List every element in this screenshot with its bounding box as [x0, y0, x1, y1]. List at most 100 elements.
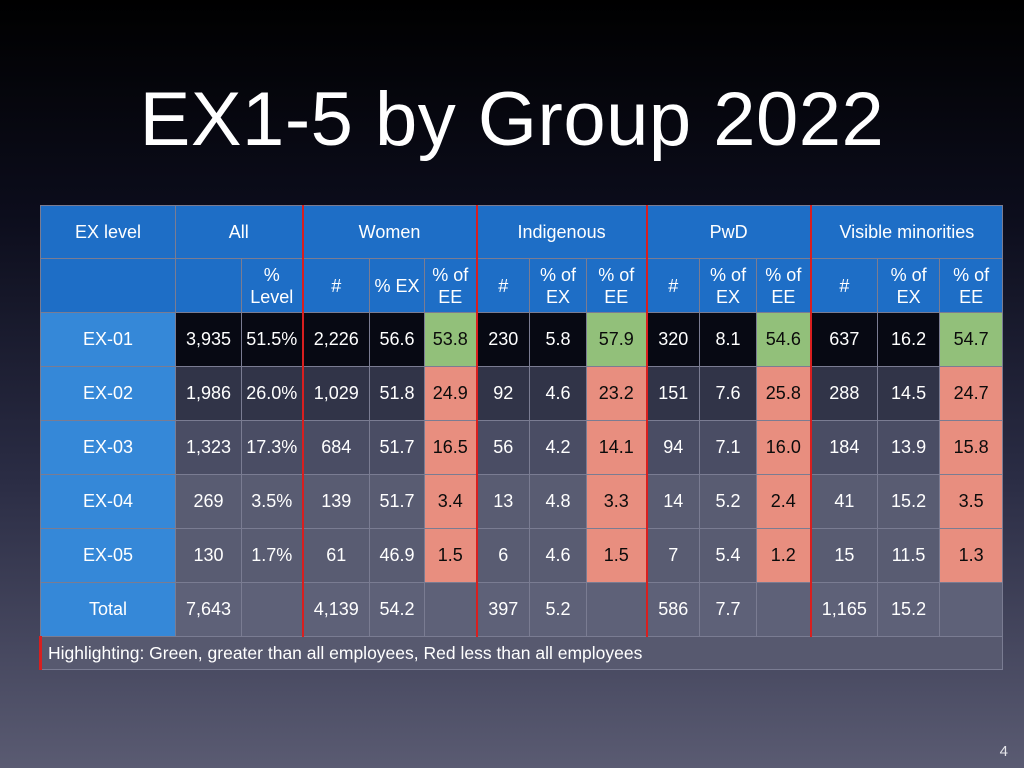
table-cell: 13 [476, 474, 531, 529]
highlighting-note-row: Highlighting: Green, greater than all em… [38, 636, 1004, 670]
header-ex-level: EX level [40, 205, 176, 259]
table-cell: 7.6 [699, 366, 758, 421]
table-cell: 586 [646, 582, 701, 637]
subheader-cell: # [810, 258, 879, 313]
table-cell: 6 [476, 528, 531, 583]
table-cell: 8.1 [699, 312, 758, 367]
table-cell: 684 [302, 420, 371, 475]
table-cell: 4.6 [529, 366, 588, 421]
subheader-cell: # [302, 258, 371, 313]
table-cell: 5.8 [529, 312, 588, 367]
ex-level-cell: Total [40, 582, 176, 637]
table-cell: 1,323 [175, 420, 242, 475]
table-cell: 7.1 [699, 420, 758, 475]
subheader-cell: % EX [369, 258, 426, 313]
table-cell: 5.2 [529, 582, 588, 637]
ex-level-cell: EX-04 [40, 474, 176, 529]
table-cell: 3,935 [175, 312, 242, 367]
page-number: 4 [999, 743, 1008, 760]
table-cell: 320 [646, 312, 701, 367]
table-cell: 16.5 [424, 420, 478, 475]
table-row: EX-02 1,986 26.0% 1,029 51.8 24.9 92 4.6… [40, 366, 1004, 421]
table-cell: 17.3% [240, 420, 304, 475]
table-cell: 56.6 [369, 312, 426, 367]
group-header-row: EX level All Women Indigenous PwD Visibl… [40, 205, 1004, 259]
ex-level-cell: EX-01 [40, 312, 176, 367]
header-visible-minorities: Visible minorities [810, 205, 1004, 259]
table-cell: 51.7 [369, 420, 426, 475]
table-cell: 14.5 [877, 366, 941, 421]
table-cell: 4.2 [529, 420, 588, 475]
table-cell: 1.5 [586, 528, 648, 583]
table-cell: 230 [476, 312, 531, 367]
table-row: EX-04 269 3.5% 139 51.7 3.4 13 4.8 3.3 1… [40, 474, 1004, 529]
header-indigenous: Indigenous [476, 205, 648, 259]
table-row-total: Total 7,643 4,139 54.2 397 5.2 586 7.7 1… [40, 582, 1004, 637]
table-cell [756, 582, 812, 637]
table-cell: 46.9 [369, 528, 426, 583]
ex-level-cell: EX-03 [40, 420, 176, 475]
table-cell: 4,139 [302, 582, 371, 637]
table-cell: 54.7 [939, 312, 1004, 367]
subheader-cell: # [646, 258, 701, 313]
table-cell: 4.8 [529, 474, 588, 529]
table-cell: 3.5 [939, 474, 1004, 529]
table-cell: 288 [810, 366, 879, 421]
table-cell: 14.1 [586, 420, 648, 475]
table-cell: 51.8 [369, 366, 426, 421]
slide-title: EX1-5 by Group 2022 [139, 77, 885, 162]
table-cell: 54.6 [756, 312, 812, 367]
subheader-cell: % of EE [424, 258, 478, 313]
table-cell: 2,226 [302, 312, 371, 367]
header-women: Women [302, 205, 478, 259]
table-cell: 4.6 [529, 528, 588, 583]
ex-level-cell: EX-05 [40, 528, 176, 583]
table-cell: 56 [476, 420, 531, 475]
table-row: EX-05 130 1.7% 61 46.9 1.5 6 4.6 1.5 7 5… [40, 528, 1004, 583]
table-cell [586, 582, 648, 637]
subheader-cell [175, 258, 242, 313]
table-cell: 24.9 [424, 366, 478, 421]
table-cell: 5.2 [699, 474, 758, 529]
table-cell: 41 [810, 474, 879, 529]
subheader-cell: % of EE [756, 258, 812, 313]
table-cell: 14 [646, 474, 701, 529]
table-cell: 26.0% [240, 366, 304, 421]
table-cell: 7,643 [175, 582, 242, 637]
header-all: All [174, 205, 304, 259]
table-cell: 130 [175, 528, 242, 583]
table-cell: 5.4 [699, 528, 758, 583]
table-cell: 57.9 [586, 312, 648, 367]
table-cell: 1.5 [424, 528, 478, 583]
table-cell [240, 582, 304, 637]
subheader-cell [40, 258, 176, 313]
table-cell: 54.2 [369, 582, 426, 637]
table-cell: 92 [476, 366, 531, 421]
table-cell: 3.4 [424, 474, 478, 529]
table-cell: 16.2 [877, 312, 941, 367]
table-cell: 184 [810, 420, 879, 475]
table-cell: 1.7% [240, 528, 304, 583]
ex-level-cell: EX-02 [40, 366, 176, 421]
subheader-cell: % of EE [586, 258, 648, 313]
table-cell: 15.8 [939, 420, 1004, 475]
table-cell: 15.2 [877, 474, 941, 529]
table-cell: 94 [646, 420, 701, 475]
highlighting-note: Highlighting: Green, greater than all em… [38, 636, 1004, 670]
table-cell: 16.0 [756, 420, 812, 475]
table-cell: 53.8 [424, 312, 478, 367]
subheader-row: % Level # % EX % of EE # % of EX % of EE… [40, 258, 1004, 313]
table-cell: 11.5 [877, 528, 941, 583]
table-cell: 7 [646, 528, 701, 583]
subheader-cell: # [476, 258, 531, 313]
table-cell [939, 582, 1004, 637]
table-cell: 637 [810, 312, 879, 367]
table-cell: 24.7 [939, 366, 1004, 421]
table-cell [424, 582, 478, 637]
table-cell: 61 [302, 528, 371, 583]
table-cell: 13.9 [877, 420, 941, 475]
table-cell: 1.2 [756, 528, 812, 583]
table-cell: 3.3 [586, 474, 648, 529]
table-cell: 139 [302, 474, 371, 529]
subheader-cell: % of EE [939, 258, 1004, 313]
